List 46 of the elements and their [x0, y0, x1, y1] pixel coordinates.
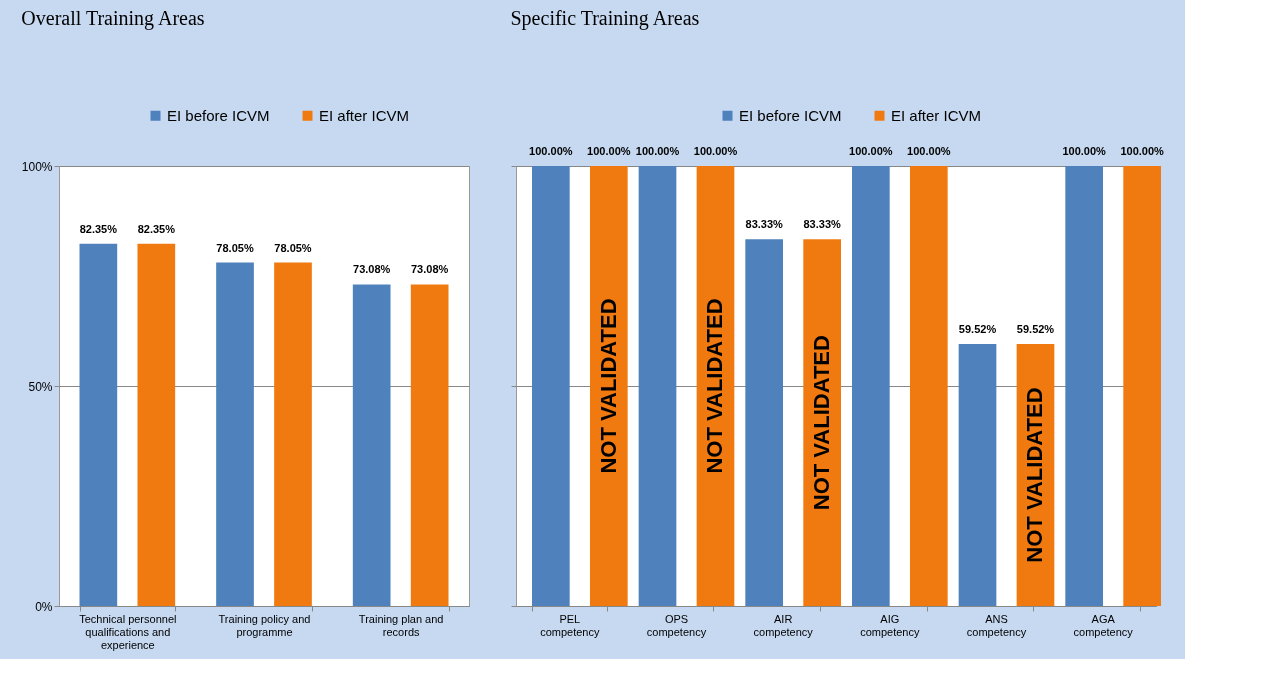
data-label: 100.00%	[907, 145, 951, 157]
x-tick-label: AIG competency	[860, 612, 920, 638]
annotation: NOT VALIDATED	[1022, 387, 1048, 563]
x-tick-label: AIR competency	[753, 612, 814, 638]
y-tick-label: 50%	[28, 379, 53, 394]
legend-label: EI before ICVM	[167, 106, 270, 124]
data-label: 78.05%	[274, 241, 312, 254]
annotation: NOT VALIDATED	[809, 335, 835, 511]
x-tick-label: Training policy and programme	[218, 612, 311, 638]
x-tick-label: PEL competency	[540, 612, 600, 638]
x-tick-label: ANS competency	[966, 612, 1027, 638]
legend-label: EI before ICVM	[739, 106, 842, 124]
x-tick-label: AGA competency	[1073, 612, 1134, 638]
data-label: 78.05%	[216, 241, 254, 254]
bar	[274, 262, 312, 606]
data-label: 100.00%	[849, 145, 893, 157]
data-label: 73.08%	[411, 263, 449, 276]
x-tick-label: OPS competency	[646, 612, 707, 638]
data-label: 59.52%	[958, 323, 997, 336]
annotation: NOT VALIDATED	[595, 298, 621, 474]
x-tick-label: Training plan and records	[358, 612, 444, 638]
data-label: 100.00%	[635, 145, 680, 157]
legend-label: EI after ICVM	[891, 106, 982, 124]
x-tick-label: Technical personnel qualifications and experience	[79, 612, 177, 651]
bar	[352, 284, 391, 606]
bar	[79, 243, 118, 606]
data-label: 100.00%	[1062, 145, 1107, 157]
bar	[410, 284, 449, 606]
data-label: 59.52%	[1016, 323, 1055, 336]
data-label: 83.33%	[745, 218, 784, 231]
data-label: 100.00%	[587, 145, 631, 157]
annotation: NOT VALIDATED	[702, 298, 728, 474]
data-label: 100.00%	[1120, 145, 1165, 157]
data-label: 73.08%	[353, 263, 391, 276]
legend-label: EI after ICVM	[319, 106, 410, 124]
chart-title: Specific Training Areas	[510, 7, 700, 30]
data-label: 82.35%	[79, 222, 118, 235]
data-label: 100.00%	[529, 145, 573, 157]
data-label: 83.33%	[803, 218, 842, 231]
chart-title: Overall Training Areas	[21, 7, 205, 30]
y-tick-label: 0%	[35, 599, 53, 614]
bar	[216, 262, 254, 606]
y-tick-label: 100%	[21, 159, 53, 174]
data-label: 82.35%	[137, 222, 176, 235]
bar	[137, 243, 176, 606]
data-label: 100.00%	[693, 145, 738, 157]
